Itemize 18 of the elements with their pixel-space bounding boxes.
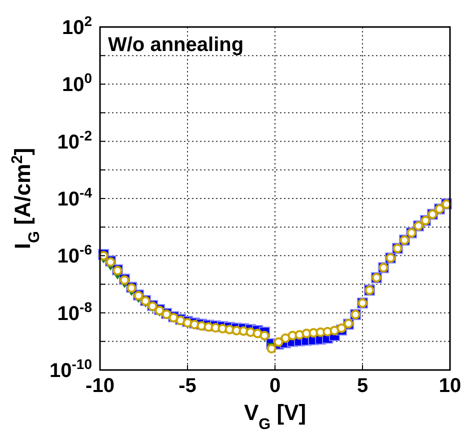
point <box>266 344 276 354</box>
y-tick-label: 10$^{-6}$ <box>57 242 92 268</box>
point <box>274 337 284 347</box>
y-tick-label: 10$^{-4}$ <box>57 184 92 210</box>
y-tick-label: 10$^{-8}$ <box>57 298 92 325</box>
annotation: W/o annealing <box>108 34 244 56</box>
point <box>330 326 340 336</box>
x-tick-label: 5 <box>356 375 368 397</box>
x-tick-label: -5 <box>178 375 196 397</box>
y-tick-label: 10$^{-2}$ <box>57 127 92 154</box>
x-tick-label: 10 <box>438 375 462 397</box>
point <box>280 333 290 343</box>
y-tick-label: 10$^{0}$ <box>62 70 92 96</box>
y-tick-label: 10$^{2}$ <box>62 13 92 39</box>
point <box>336 323 346 333</box>
x-tick-label: 0 <box>269 375 281 397</box>
x-axis-title: V$_{G}$ [V] <box>244 400 306 432</box>
point <box>260 330 270 340</box>
